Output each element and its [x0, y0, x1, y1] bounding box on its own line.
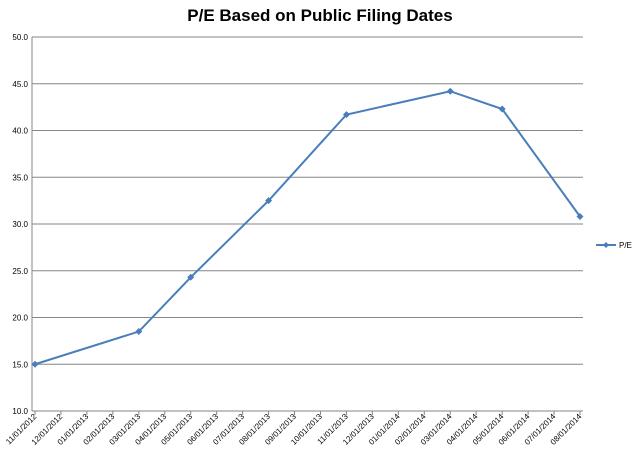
data-point: [265, 197, 273, 205]
y-tick-label: 15.0: [12, 360, 28, 369]
data-point: [135, 328, 143, 336]
data-point: [31, 360, 39, 368]
chart-title: P/E Based on Public Filing Dates: [187, 6, 453, 25]
data-point: [342, 111, 350, 119]
y-tick-label: 30.0: [12, 220, 28, 229]
y-tick-label: 25.0: [12, 267, 28, 276]
y-tick-label: 40.0: [12, 127, 28, 136]
data-point: [576, 213, 584, 221]
y-tick-label: 35.0: [12, 173, 28, 182]
y-tick-label: 20.0: [12, 314, 28, 323]
data-point: [446, 87, 454, 95]
y-tick-label: 45.0: [12, 80, 28, 89]
legend-marker: [603, 242, 609, 248]
data-point: [498, 105, 506, 113]
legend-label: P/E: [619, 241, 632, 250]
data-point: [187, 273, 195, 281]
y-tick-label: 10.0: [12, 407, 28, 416]
y-tick-label: 50.0: [12, 33, 28, 42]
series-line: [34, 90, 581, 366]
